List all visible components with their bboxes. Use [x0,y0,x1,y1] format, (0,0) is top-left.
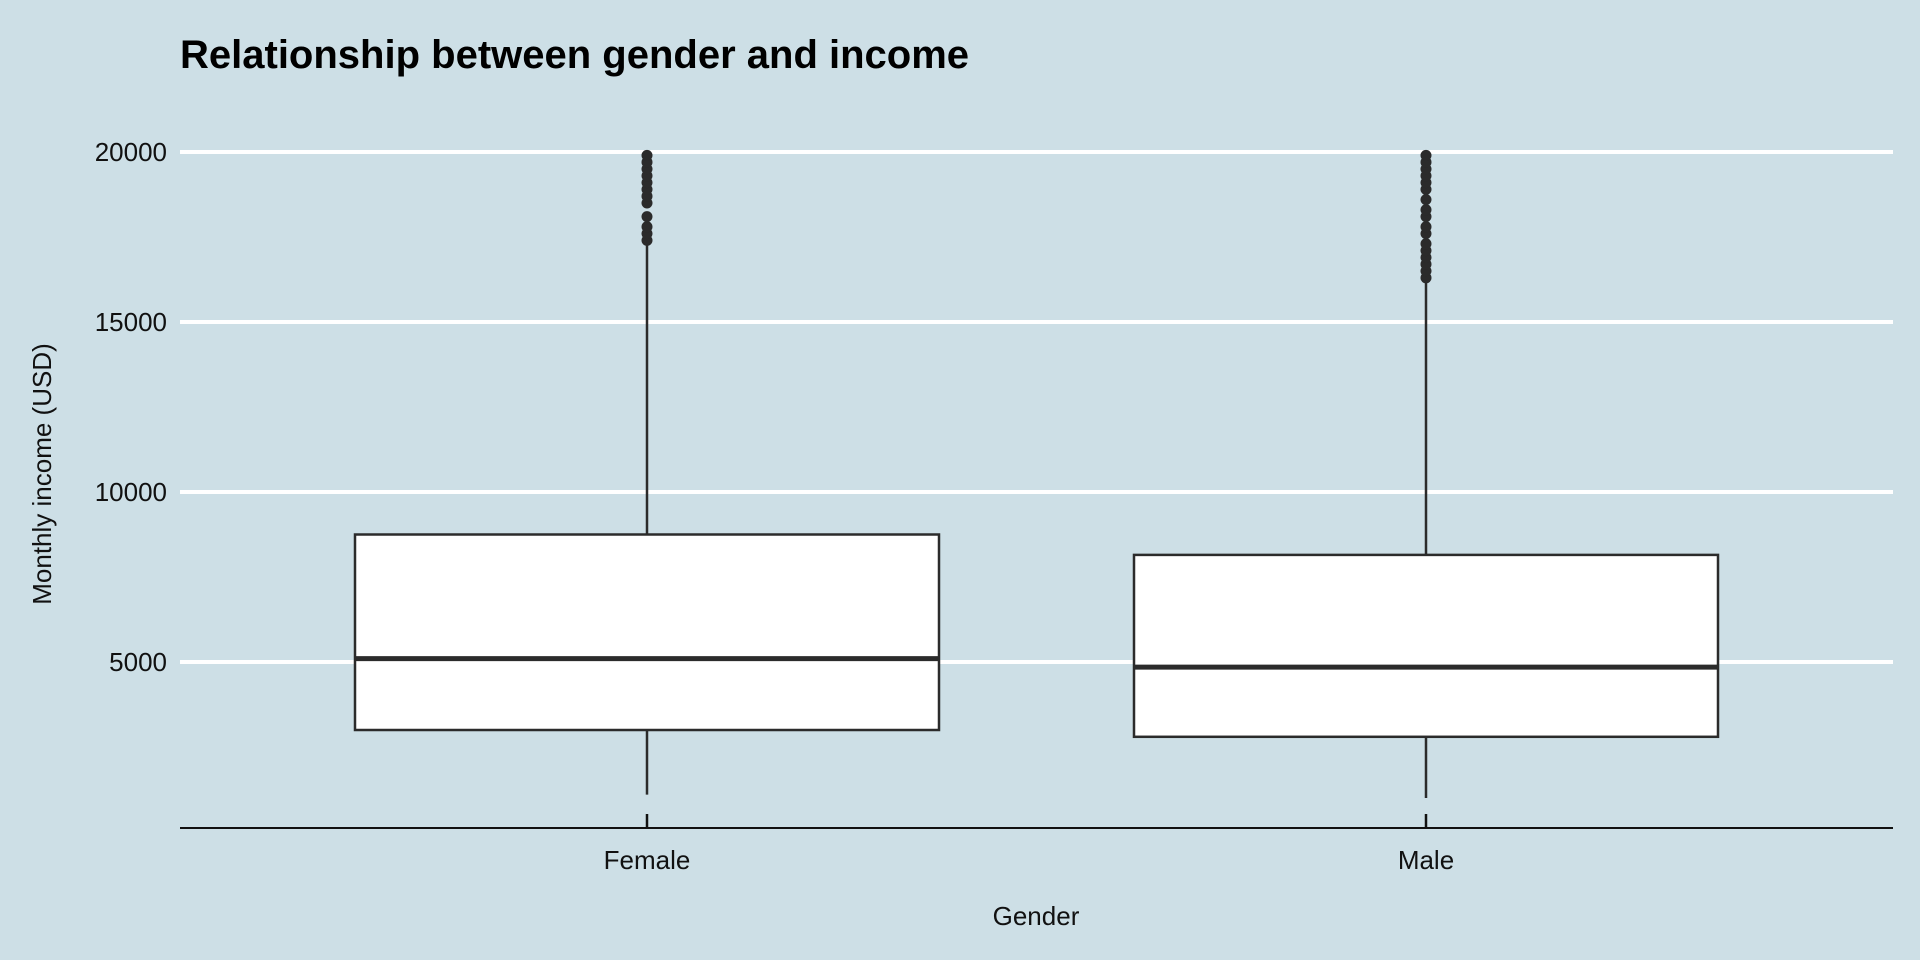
box-male [1132,149,1720,798]
outlier-point [641,211,653,223]
x-axis-title: Gender [993,901,1080,931]
y-tick-label: 10000 [95,477,167,507]
x-tick-label: Male [1398,845,1454,875]
boxes [353,149,1720,798]
y-tick-label: 5000 [109,647,167,677]
x-tick-label: Female [604,845,691,875]
iqr-box [353,533,941,732]
y-axis-title: Monthly income (USD) [27,343,57,605]
outlier-point [1420,204,1432,216]
outlier-point [641,221,653,233]
box-female [353,149,941,795]
outlier-point [1420,149,1432,161]
outlier-point [1420,221,1432,233]
outlier-point [641,149,653,161]
outlier-point [1420,194,1432,206]
y-tick-label: 15000 [95,307,167,337]
chart-title: Relationship between gender and income [180,33,969,77]
iqr-box [1132,553,1720,739]
x-axis-ticks: Female Male [604,814,1454,875]
outlier-point [1420,238,1432,250]
y-tick-label: 20000 [95,137,167,167]
y-axis-ticks: 5000 10000 15000 20000 [95,137,167,677]
